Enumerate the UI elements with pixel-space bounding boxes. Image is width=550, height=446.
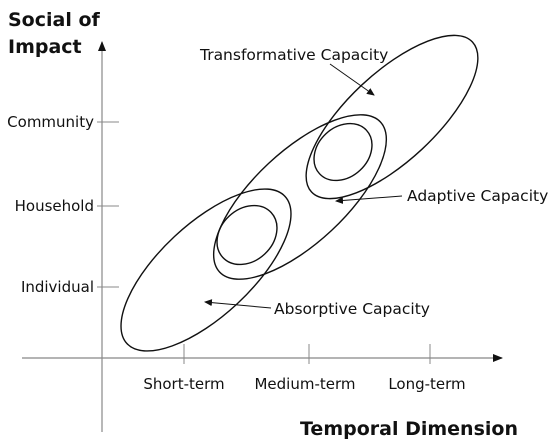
absorptive-adaptive-overlap-ellipse bbox=[216, 204, 278, 266]
absorptive-capacity-label: Absorptive Capacity bbox=[274, 300, 430, 318]
y-axis-title-line2: Impact bbox=[8, 36, 82, 58]
adaptive-capacity-ellipse bbox=[212, 114, 388, 280]
absorptive-pointer bbox=[204, 299, 272, 309]
adaptive-capacity-label: Adaptive Capacity bbox=[407, 187, 548, 205]
y-tick-label-individual: Individual bbox=[21, 278, 94, 296]
transformative-capacity-ellipse bbox=[305, 34, 479, 200]
transformative-capacity-label: Transformative Capacity bbox=[199, 46, 388, 64]
x-tick-label-short-term: Short-term bbox=[143, 375, 224, 393]
adaptive-pointer bbox=[335, 195, 403, 204]
y-tick-label-community: Community bbox=[7, 113, 94, 131]
y-axis-title-line1: Social of bbox=[8, 9, 101, 31]
x-axis-title: Temporal Dimension bbox=[300, 418, 518, 440]
y-tick-label-household: Household bbox=[15, 197, 94, 215]
absorptive-capacity-ellipse bbox=[120, 188, 292, 352]
x-tick-label-medium-term: Medium-term bbox=[254, 375, 355, 393]
x-tick-label-long-term: Long-term bbox=[388, 375, 465, 393]
adaptive-transformative-overlap-ellipse bbox=[313, 122, 373, 182]
transformative-pointer bbox=[329, 63, 375, 96]
